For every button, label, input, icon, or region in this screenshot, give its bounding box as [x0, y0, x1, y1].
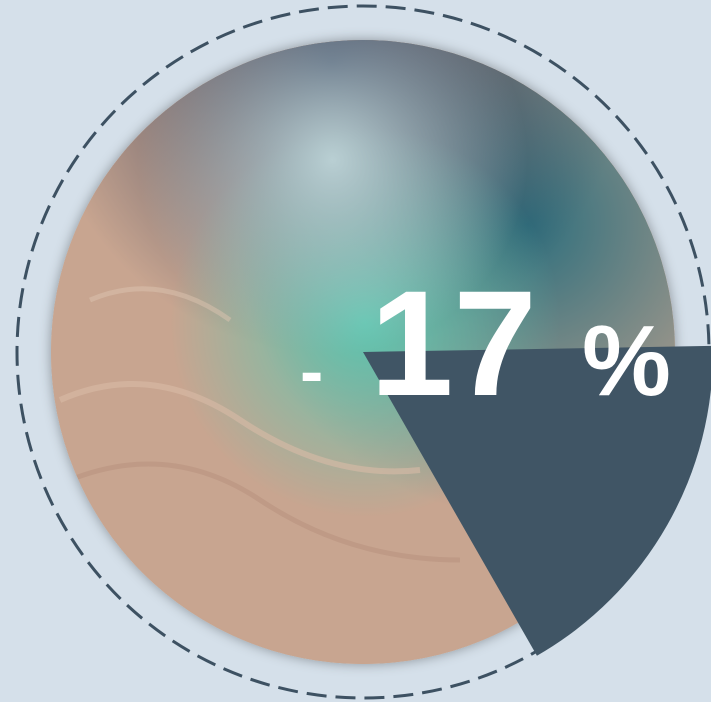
unit: % — [582, 305, 671, 417]
percent-label: - 17 % — [300, 259, 671, 427]
percent-wedge — [363, 345, 711, 656]
value: 17 — [370, 259, 537, 427]
sign: - — [300, 332, 323, 410]
